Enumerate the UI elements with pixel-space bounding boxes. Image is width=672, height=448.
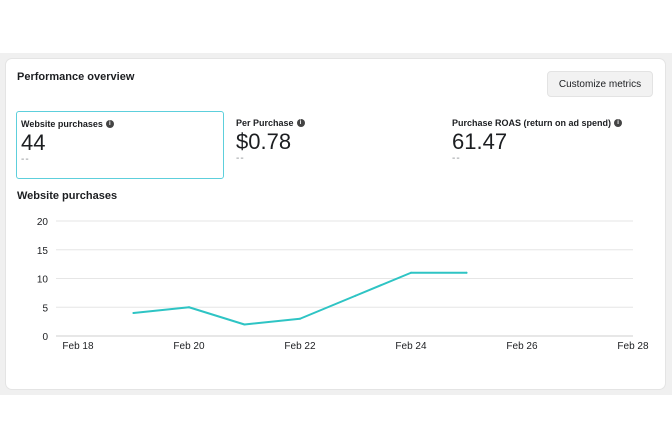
metric-comparison: -- <box>452 153 461 164</box>
x-tick-label: Feb 24 <box>395 341 427 352</box>
data-point <box>465 271 468 274</box>
data-point <box>299 317 301 320</box>
info-icon[interactable]: i <box>296 119 305 127</box>
data-point <box>188 306 190 309</box>
x-tick-label: Feb 26 <box>506 341 538 352</box>
x-tick-label: Feb 28 <box>617 341 649 352</box>
metric-value: $0.78 <box>236 129 292 154</box>
metric-per-purchase[interactable]: Per Purchase i $0.78 -- <box>232 111 432 179</box>
y-tick-label: 5 <box>42 303 48 314</box>
metric-label: Purchase ROAS (return on ad spend) <box>452 118 612 128</box>
y-tick-label: 15 <box>37 246 49 257</box>
info-icon[interactable]: i <box>105 120 114 128</box>
performance-overview-card: Performance overview Customize metrics W… <box>6 59 665 389</box>
metric-comparison: -- <box>21 154 30 165</box>
metric-label: Website purchases <box>21 119 103 129</box>
data-point <box>354 294 357 297</box>
data-point <box>243 323 246 326</box>
data-point <box>410 271 412 274</box>
metric-label-row: Website purchases i <box>21 119 219 129</box>
metric-label-row: Per Purchase i <box>236 118 428 128</box>
y-tick-label: 10 <box>37 275 49 286</box>
metric-purchase-roas[interactable]: Purchase ROAS (return on ad spend) i 61.… <box>448 111 658 179</box>
metric-label-row: Purchase ROAS (return on ad spend) i <box>452 118 654 128</box>
customize-metrics-button[interactable]: Customize metrics <box>547 71 653 97</box>
x-tick-label: Feb 18 <box>62 341 94 352</box>
x-tick-label: Feb 20 <box>173 341 205 352</box>
metric-website-purchases[interactable]: Website purchases i 44 -- <box>16 111 224 179</box>
metric-value: 44 <box>21 130 46 155</box>
series-line <box>132 271 468 326</box>
card-title: Performance overview <box>17 71 135 83</box>
info-icon[interactable]: i <box>614 119 623 127</box>
y-tick-label: 20 <box>37 217 49 228</box>
data-point <box>132 312 135 314</box>
metric-label: Per Purchase <box>236 118 294 128</box>
metric-comparison: -- <box>236 153 245 164</box>
chart-title: Website purchases <box>17 190 118 202</box>
metric-value: 61.47 <box>452 129 508 154</box>
x-tick-label: Feb 22 <box>284 341 316 352</box>
y-tick-label: 0 <box>42 332 48 343</box>
